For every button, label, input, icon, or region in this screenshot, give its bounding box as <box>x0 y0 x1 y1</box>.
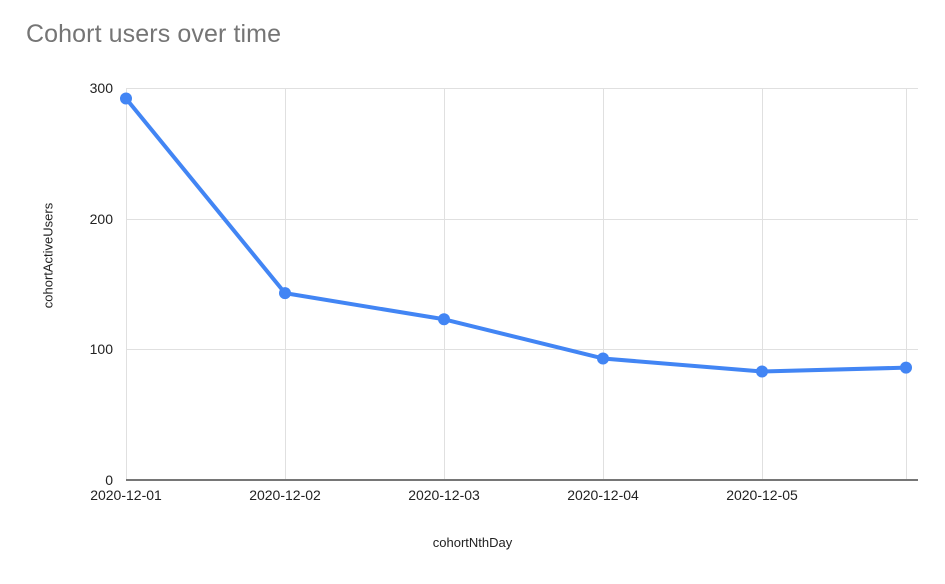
y-axis-title: cohortActiveUsers <box>40 202 56 309</box>
x-axis-tick-label: 2020-12-04 <box>567 487 639 503</box>
data-point[interactable] <box>438 313 450 326</box>
series-layer <box>120 92 912 378</box>
x-axis-tick-label: 2020-12-02 <box>249 487 321 503</box>
gridline-horizontal <box>126 88 918 89</box>
gridline-horizontal <box>126 218 918 220</box>
plot-area <box>120 88 918 480</box>
data-point[interactable] <box>756 365 768 378</box>
gridline-vertical <box>285 88 286 480</box>
x-axis-baseline <box>126 479 918 481</box>
gridline-vertical <box>126 88 127 480</box>
y-axis-tick-label: 200 <box>89 210 113 227</box>
series-line <box>124 96 908 374</box>
x-axis-tick-label: 2020-12-01 <box>90 487 162 503</box>
x-axis-tick-label: 2020-12-05 <box>726 487 798 503</box>
gridline-vertical <box>444 88 445 480</box>
x-axis-tick-label: 2020-12-03 <box>408 487 480 503</box>
data-point[interactable] <box>900 361 912 374</box>
gridline-vertical <box>603 88 604 480</box>
x-axis-title: cohortNthDay <box>432 535 513 550</box>
data-point[interactable] <box>279 287 291 300</box>
gridline-vertical <box>906 88 907 480</box>
gridline-vertical <box>762 88 763 480</box>
y-axis-tick-label: 0 <box>105 472 113 488</box>
y-axis-tick-label: 300 <box>89 80 113 96</box>
chart-title: Cohort users over time <box>26 20 282 48</box>
data-point[interactable] <box>120 92 132 105</box>
y-axis-tick-label: 100 <box>89 341 113 358</box>
y-axis-tick-labels: 300 200 100 0 <box>0 0 113 584</box>
data-point[interactable] <box>597 352 609 365</box>
gridline-horizontal <box>126 349 918 351</box>
